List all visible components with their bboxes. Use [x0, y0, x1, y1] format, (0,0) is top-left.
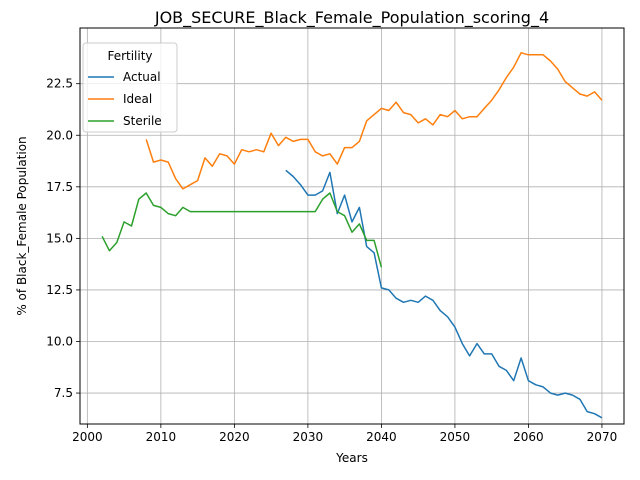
legend: Fertility Actual Ideal Sterile: [82, 42, 178, 133]
x-tick-label: 2010: [146, 430, 177, 444]
y-tick-label: 12.5: [46, 283, 73, 297]
x-tick-label: 2060: [513, 430, 544, 444]
x-tick-label: 2070: [587, 430, 618, 444]
legend-box: [82, 42, 178, 133]
series-line-sterile: [101, 192, 383, 268]
plot-frame: [79, 27, 625, 425]
x-axis-label: Years: [335, 451, 368, 465]
y-tick-label: 17.5: [46, 180, 73, 194]
legend-label-sterile: Sterile: [123, 114, 162, 128]
series-line-ideal: [145, 52, 603, 190]
y-tick-label: 7.5: [54, 386, 73, 400]
x-tick-label: 2020: [219, 430, 250, 444]
y-tick-label: 20.0: [46, 128, 73, 142]
plot-lines: [101, 52, 603, 419]
x-tick-label: 2040: [366, 430, 397, 444]
y-axis: 7.5 10.0 12.5 15.0 17.5 20.0 22.5: [46, 77, 80, 400]
x-tick-label: 2050: [440, 430, 471, 444]
grid-lines: [80, 28, 624, 424]
x-tick-label: 2000: [72, 430, 103, 444]
y-tick-label: 10.0: [46, 335, 73, 349]
y-tick-label: 22.5: [46, 77, 73, 91]
x-axis: 2000 2010 2020 2030 2040 2050 2060 2070: [72, 424, 617, 444]
legend-label-ideal: Ideal: [123, 92, 152, 106]
y-axis-label: % of Black_Female Population: [15, 136, 29, 315]
legend-title: Fertility: [107, 49, 152, 63]
chart-title: JOB_SECURE_Black_Female_Population_scori…: [154, 8, 549, 28]
series-line-actual: [285, 169, 603, 419]
x-tick-label: 2030: [293, 430, 324, 444]
legend-label-actual: Actual: [123, 70, 161, 84]
y-tick-label: 15.0: [46, 231, 73, 245]
